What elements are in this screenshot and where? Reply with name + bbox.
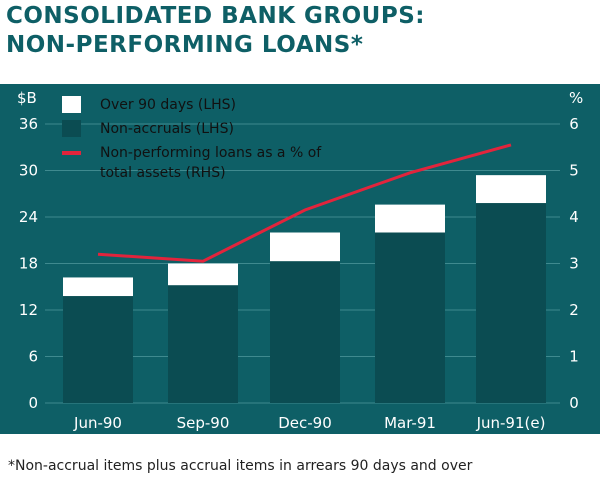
bar-non-accruals bbox=[63, 296, 133, 403]
category-label: Mar-91 bbox=[384, 414, 436, 432]
bar-over-90-days bbox=[375, 204, 445, 233]
bar-over-90-days bbox=[270, 232, 340, 262]
legend-swatch-non-accruals bbox=[62, 120, 81, 137]
right-tick-label: 5 bbox=[569, 162, 579, 180]
legend-label-over-90-days: Over 90 days (LHS) bbox=[100, 97, 237, 113]
bar-over-90-days bbox=[476, 175, 546, 204]
chart-title-line-1: CONSOLIDATED BANK GROUPS: bbox=[6, 3, 425, 29]
right-axis-ticks: 0 1 2 3 4 5 6 bbox=[569, 115, 579, 412]
left-axis-unit: $B bbox=[17, 89, 37, 107]
category-label: Dec-90 bbox=[278, 414, 332, 432]
right-tick-label: 1 bbox=[569, 348, 579, 366]
left-tick-label: 30 bbox=[19, 162, 38, 180]
legend-label-non-accruals: Non-accruals (LHS) bbox=[100, 121, 234, 137]
bar-non-accruals bbox=[168, 285, 238, 403]
category-label: Sep-90 bbox=[177, 414, 230, 432]
right-tick-label: 2 bbox=[569, 301, 579, 319]
bar-non-accruals bbox=[476, 203, 546, 403]
legend-swatch-over-90-days bbox=[62, 96, 81, 113]
chart-title: CONSOLIDATED BANK GROUPS: NON-PERFORMING… bbox=[6, 2, 566, 60]
left-axis-ticks: 0 6 12 18 24 30 36 bbox=[19, 115, 38, 412]
chart-title-line-2: NON-PERFORMING LOANS* bbox=[6, 32, 364, 58]
legend-swatch-ratio-line bbox=[62, 151, 81, 155]
right-tick-label: 4 bbox=[569, 208, 579, 226]
x-axis-ticks: Jun-90 Sep-90 Dec-90 Mar-91 Jun-91(e) bbox=[73, 414, 545, 432]
category-label: Jun-91(e) bbox=[476, 414, 546, 432]
left-tick-label: 6 bbox=[28, 348, 38, 366]
right-tick-label: 0 bbox=[569, 394, 579, 412]
footnote: *Non-accrual items plus accrual items in… bbox=[8, 458, 473, 474]
bar-over-90-days bbox=[168, 263, 238, 286]
right-axis-unit: % bbox=[569, 89, 583, 107]
bar-over-90-days bbox=[63, 277, 133, 297]
left-tick-label: 36 bbox=[19, 115, 38, 133]
left-tick-label: 18 bbox=[19, 255, 38, 273]
left-tick-label: 24 bbox=[19, 208, 38, 226]
right-tick-label: 6 bbox=[569, 115, 579, 133]
right-tick-label: 3 bbox=[569, 255, 579, 273]
category-label: Jun-90 bbox=[73, 414, 122, 432]
bar-non-accruals bbox=[375, 232, 445, 403]
legend-label-ratio-line-2: total assets (RHS) bbox=[100, 165, 226, 181]
left-tick-label: 12 bbox=[19, 301, 38, 319]
bar-non-accruals bbox=[270, 261, 340, 403]
legend-label-ratio-line-1: Non-performing loans as a % of bbox=[100, 145, 322, 161]
left-tick-label: 0 bbox=[28, 394, 38, 412]
ratio-line bbox=[97, 143, 512, 263]
bars bbox=[63, 144, 546, 403]
